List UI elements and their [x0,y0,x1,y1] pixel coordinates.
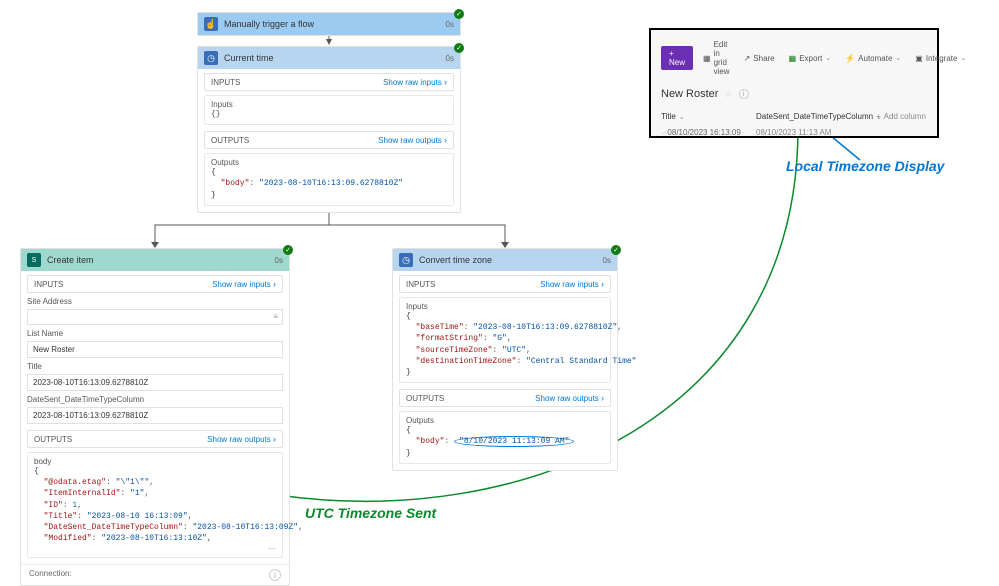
current-time-card: ✓ ◷ Current time 0s INPUTS Show raw inpu… [197,46,461,213]
outputs-section[interactable]: OUTPUTS Show raw outputs › [204,131,454,149]
show-raw-outputs-link[interactable]: Show raw outputs [207,435,271,444]
local-timezone-annotation: Local Timezone Display [786,158,944,174]
site-address-field[interactable]: ≡ [27,309,283,325]
title-field[interactable]: 2023-08-10T16:13:09.6278810Z [27,374,283,391]
chevron-right-icon: › [273,279,276,289]
utc-timezone-annotation: UTC Timezone Sent [305,505,436,521]
edit-grid-button[interactable]: ▦Edit in grid view [699,38,734,78]
circled-output: "8/10/2023 11:13:09 AM" [454,436,574,447]
excel-icon: ▦ [789,54,797,63]
col-title[interactable]: Title⌄ [661,112,756,121]
integrate-button[interactable]: ▣Integrate ⌄ [911,52,970,65]
site-address-label: Site Address [27,297,283,306]
current-time-header[interactable]: ◷ Current time 0s [198,47,460,69]
share-button[interactable]: ↗Share [740,52,779,65]
convert-header[interactable]: ◷ Convert time zone 0s [393,249,617,271]
status-badge: ✓ [454,43,464,53]
cell-title: 08/10/2023 16:13:09 [667,128,740,137]
outputs-section[interactable]: OUTPUTS Show raw outputs › [399,389,611,407]
inputs-section[interactable]: INPUTS Show raw inputs › [399,275,611,293]
datesent-label: DateSent_DateTimeTypeColumn [27,395,283,404]
show-raw-inputs-link[interactable]: Show raw inputs [212,280,271,289]
inputs-label: Inputs [406,302,604,311]
show-raw-inputs-link[interactable]: Show raw inputs [383,78,442,87]
inputs-label: Inputs [211,100,447,109]
status-badge: ✓ [454,9,464,19]
list-name-field[interactable]: New Roster [27,341,283,358]
info-icon[interactable]: i [739,89,749,99]
sp-column-headers: Title⌄ DateSent_DateTimeTypeColumn⌄ + Ad… [661,108,927,125]
resize-icon: ≡ [273,312,278,321]
body-label: body [34,457,276,466]
inputs-section[interactable]: INPUTS Show raw inputs › [204,73,454,91]
col-datesent[interactable]: DateSent_DateTimeTypeColumn⌄ [756,112,876,121]
clock-icon: ◷ [399,253,413,267]
sharepoint-icon: S [27,253,41,267]
outputs-body: { "body": "2023-08-10T16:13:09.6278810Z"… [211,167,447,201]
export-button[interactable]: ▦Export ⌄ [785,52,836,65]
share-icon: ↗ [744,54,751,63]
list-name-label: List Name [27,329,283,338]
inputs-value: {} [211,109,447,120]
show-raw-inputs-link[interactable]: Show raw inputs [540,280,599,289]
sharepoint-list-panel: + New ▦Edit in grid view ↗Share ▦Export … [649,28,939,138]
show-raw-outputs-link[interactable]: Show raw outputs [378,136,442,145]
status-badge: ✓ [283,245,293,255]
info-icon[interactable]: i [269,569,281,581]
status-badge: ✓ [611,245,621,255]
star-icon[interactable]: ☆ [724,89,732,100]
pointer-icon: ☝ [204,17,218,31]
show-raw-outputs-link[interactable]: Show raw outputs [535,394,599,403]
cell-datesent: 08/10/2023 11:13 AM [756,128,876,137]
grid-icon: ▦ [703,54,711,63]
create-item-card: ✓ S Create item 0s INPUTS Show raw input… [20,248,290,586]
outputs-section[interactable]: OUTPUTS Show raw outputs › [27,430,283,448]
trigger-header[interactable]: ☝ Manually trigger a flow 0s [198,13,460,35]
datesent-field[interactable]: 2023-08-10T16:13:09.6278810Z [27,407,283,424]
convert-timezone-card: ✓ ◷ Convert time zone 0s INPUTS Show raw… [392,248,618,471]
create-item-header[interactable]: S Create item 0s [21,249,289,271]
trigger-card: ✓ ☝ Manually trigger a flow 0s [197,12,461,36]
new-button[interactable]: + New [661,46,693,70]
inputs-section[interactable]: INPUTS Show raw inputs › [27,275,283,293]
connection-label: Connection: [29,569,72,581]
chevron-right-icon: › [444,77,447,87]
automate-icon: ⚡ [845,54,855,63]
sp-toolbar: + New ▦Edit in grid view ↗Share ▦Export … [661,38,927,78]
body-json: { "@odata.etag": "\"1\"", "ItemInternalI… [34,466,276,544]
clock-icon: ◷ [204,51,218,65]
outputs-label: Outputs [211,158,447,167]
outputs-label: Outputs [406,416,604,425]
sp-row[interactable]: ☼08/10/2023 16:13:09 08/10/2023 11:13 AM [661,125,927,140]
inputs-json: { "baseTime": "2023-08-10T16:13:09.62788… [406,311,604,378]
integrate-icon: ▣ [915,54,923,63]
sp-list-title: New Roster ☆ i [661,88,927,100]
chevron-right-icon: › [273,434,276,444]
add-column-button[interactable]: + Add column [876,112,926,121]
outputs-json: { "body": "8/10/2023 11:13:09 AM" } [406,425,604,459]
chevron-right-icon: › [444,135,447,145]
automate-button[interactable]: ⚡Automate ⌄ [841,52,905,65]
title-label: Title [27,362,283,371]
